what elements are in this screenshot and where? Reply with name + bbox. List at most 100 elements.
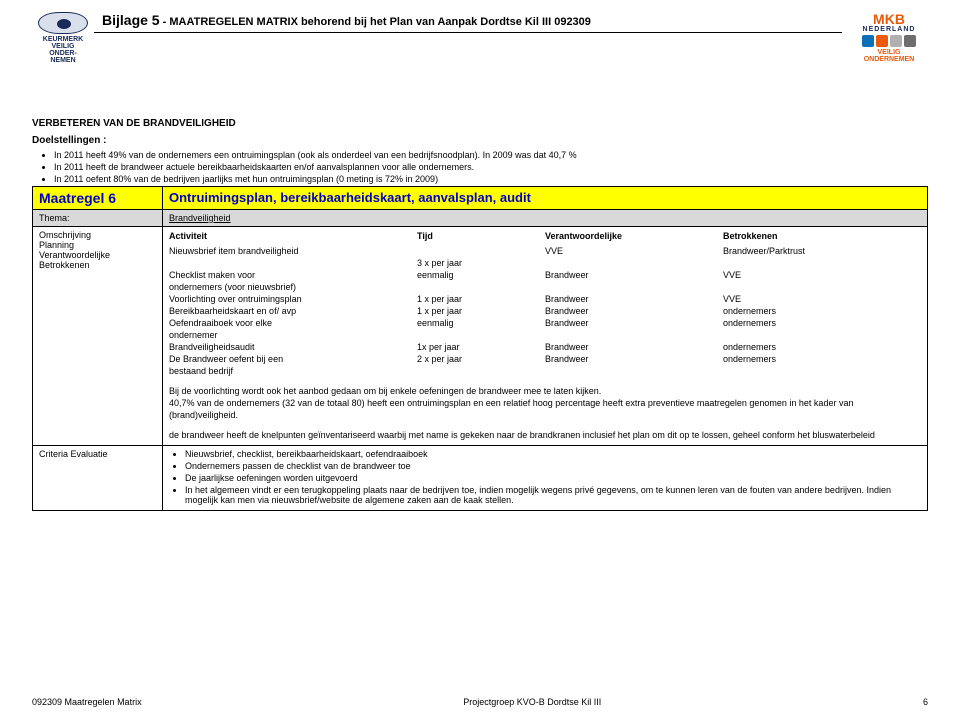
plan-ver: Brandweer: [545, 293, 715, 305]
plan-act: Brandveiligheidsaudit: [169, 341, 409, 353]
col-activiteit: Activiteit: [169, 230, 409, 245]
ondernemen-text: ONDERNEMEN: [864, 56, 915, 63]
page-title: Bijlage 5 - MAATREGELEN MATRIX behorend …: [94, 12, 842, 33]
plan-act: De Brandweer oefent bij een: [169, 353, 409, 365]
logo-left-line: NEMEN: [50, 57, 75, 64]
plan-tijd: 1 x per jaar: [417, 293, 537, 305]
plan-tijd: [417, 365, 537, 377]
plan-tijd: 3 x per jaar: [417, 257, 537, 269]
plan-act: Bereikbaarheidskaart en of/ avp: [169, 305, 409, 317]
plan-tijd: 1 x per jaar: [417, 305, 537, 317]
section-heading: VERBETEREN VAN DE BRANDVEILIGHEID: [32, 118, 928, 129]
planning-grid: Activiteit Tijd Verantwoordelijke Betrok…: [169, 230, 921, 377]
criteria-label: Criteria Evaluatie: [33, 445, 163, 510]
para-voorlichting: Bij de voorlichting wordt ook het aanbod…: [169, 385, 921, 397]
maatregel-num-cell: Maatregel 6: [33, 187, 163, 210]
criteria-row: Criteria Evaluatie Nieuwsbrief, checklis…: [33, 445, 928, 510]
plan-bet: [723, 281, 863, 293]
plan-ver: [545, 257, 715, 269]
plan-tijd: [417, 245, 537, 257]
thema-row: Thema: Brandveiligheid: [33, 210, 928, 227]
plan-act: ondernemers (voor nieuwsbrief): [169, 281, 409, 293]
title-part1: Bijlage 5: [102, 12, 160, 28]
plan-bet: ondernemers: [723, 305, 863, 317]
logo-left: KEURMERK VEILIG ONDER- NEMEN: [32, 12, 94, 90]
plan-tijd: eenmalig: [417, 269, 537, 281]
veilig-text: VEILIG: [878, 49, 901, 56]
plan-tijd: [417, 329, 537, 341]
plan-bet: VVE: [723, 269, 863, 281]
verantw-label: Verantwoordelijke: [39, 250, 156, 260]
logo-right: MKB NEDERLAND VEILIG ONDERNEMEN: [850, 12, 928, 63]
page-header: KEURMERK VEILIG ONDER- NEMEN Bijlage 5 -…: [32, 12, 928, 90]
plan-bet: Brandweer/Parktrust: [723, 245, 863, 257]
criteria-list: Nieuwsbrief, checklist, bereikbaarheidsk…: [185, 449, 921, 505]
betrok-label: Betrokkenen: [39, 260, 156, 270]
maatregel-title-cell: Ontruimingsplan, bereikbaarheidskaart, a…: [163, 187, 928, 210]
col-betrokkenen: Betrokkenen: [723, 230, 863, 245]
logo-left-line: VEILIG: [52, 43, 75, 50]
page-footer: 092309 Maatregelen Matrix Projectgroep K…: [32, 697, 928, 707]
plan-act: Oefendraaiboek voor elke: [169, 317, 409, 329]
title-part2: - MAATREGELEN MATRIX behorend bij het Pl…: [160, 16, 591, 28]
plan-tijd: eenmalig: [417, 317, 537, 329]
squares-icon: [862, 35, 916, 47]
plan-bet: [723, 329, 863, 341]
plan-ver: [545, 329, 715, 341]
omschrijving-label: Omschrijving: [39, 230, 156, 240]
criteria-item: In het algemeen vindt er een terugkoppel…: [185, 485, 921, 505]
maatregel-number: Maatregel 6: [39, 190, 116, 206]
footer-left: 092309 Maatregelen Matrix: [32, 697, 142, 707]
planning-label: Planning: [39, 240, 156, 250]
criteria-content-cell: Nieuwsbrief, checklist, bereikbaarheidsk…: [163, 445, 928, 510]
plan-ver: Brandweer: [545, 305, 715, 317]
maatregel-title: Ontruimingsplan, bereikbaarheidskaart, a…: [169, 190, 531, 205]
footer-right: 6: [923, 697, 928, 707]
criteria-item: Nieuwsbrief, checklist, bereikbaarheidsk…: [185, 449, 921, 459]
plan-bet: [723, 365, 863, 377]
col-tijd: Tijd: [417, 230, 537, 245]
criteria-item: De jaarlijkse oefeningen worden uitgevoe…: [185, 473, 921, 483]
plan-tijd: 1x per jaar: [417, 341, 537, 353]
plan-ver: [545, 365, 715, 377]
doel-bullet: In 2011 oefent 80% van de bedrijven jaar…: [54, 174, 928, 184]
plan-act: ondernemer: [169, 329, 409, 341]
plan-act: Nieuwsbrief item brandveiligheid: [169, 245, 409, 257]
plan-ver: Brandweer: [545, 269, 715, 281]
mkb-text: MKB: [873, 12, 905, 26]
criteria-item: Ondernemers passen de checklist van de b…: [185, 461, 921, 471]
plan-ver: Brandweer: [545, 341, 715, 353]
doel-bullet: In 2011 heeft de brandweer actuele berei…: [54, 162, 928, 172]
logo-left-line: KEURMERK: [43, 36, 83, 43]
ned-text: NEDERLAND: [863, 26, 916, 33]
para-percentage: 40,7% van de ondernemers (32 van de tota…: [169, 397, 921, 421]
plan-ver: [545, 281, 715, 293]
plan-act: bestaand bedrijf: [169, 365, 409, 377]
plan-act: [169, 257, 409, 269]
thema-value: Brandveiligheid: [163, 210, 928, 227]
doel-bullets: In 2011 heeft 49% van de ondernemers een…: [54, 150, 928, 184]
plan-bet: ondernemers: [723, 341, 863, 353]
col-verantwoordelijke: Verantwoordelijke: [545, 230, 715, 245]
plan-ver: Brandweer: [545, 353, 715, 365]
plan-bet: ondernemers: [723, 353, 863, 365]
footer-center: Projectgroep KVO-B Dordtse Kil III: [463, 697, 601, 707]
eye-icon: [38, 12, 88, 34]
doelstellingen-label: Doelstellingen :: [32, 135, 928, 146]
plan-ver: VVE: [545, 245, 715, 257]
doel-bullet: In 2011 heeft 49% van de ondernemers een…: [54, 150, 928, 160]
plan-ver: Brandweer: [545, 317, 715, 329]
para-brandweer: de brandweer heeft de knelpunten geïnven…: [169, 429, 921, 441]
plan-bet: ondernemers: [723, 317, 863, 329]
maatregel-table: Maatregel 6 Ontruimingsplan, bereikbaarh…: [32, 186, 928, 511]
planning-content-cell: Activiteit Tijd Verantwoordelijke Betrok…: [163, 227, 928, 446]
plan-bet: [723, 257, 863, 269]
plan-act: Voorlichting over ontruimingsplan: [169, 293, 409, 305]
plan-tijd: [417, 281, 537, 293]
logo-left-line: ONDER-: [49, 50, 77, 57]
plan-act: Checklist maken voor: [169, 269, 409, 281]
maatregel-header-row: Maatregel 6 Ontruimingsplan, bereikbaarh…: [33, 187, 928, 210]
plan-tijd: 2 x per jaar: [417, 353, 537, 365]
plan-bet: VVE: [723, 293, 863, 305]
omschrijving-row: Omschrijving Planning Verantwoordelijke …: [33, 227, 928, 446]
